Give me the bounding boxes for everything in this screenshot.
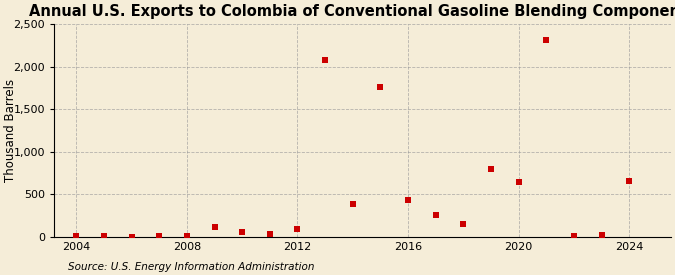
Point bbox=[375, 85, 386, 90]
Point bbox=[568, 234, 579, 239]
Title: Annual U.S. Exports to Colombia of Conventional Gasoline Blending Components: Annual U.S. Exports to Colombia of Conve… bbox=[29, 4, 675, 19]
Point bbox=[541, 38, 551, 42]
Point bbox=[209, 224, 220, 229]
Point bbox=[265, 232, 275, 236]
Point bbox=[596, 233, 607, 238]
Point bbox=[431, 213, 441, 217]
Point bbox=[403, 198, 414, 202]
Point bbox=[126, 234, 137, 239]
Point bbox=[624, 178, 634, 183]
Text: Source: U.S. Energy Information Administration: Source: U.S. Energy Information Administ… bbox=[68, 262, 314, 272]
Point bbox=[292, 227, 303, 231]
Y-axis label: Thousand Barrels: Thousand Barrels bbox=[4, 79, 17, 182]
Point bbox=[237, 230, 248, 235]
Point bbox=[154, 234, 165, 238]
Point bbox=[182, 234, 192, 238]
Point bbox=[486, 167, 497, 171]
Point bbox=[71, 234, 82, 239]
Point bbox=[99, 234, 109, 238]
Point bbox=[458, 221, 469, 226]
Point bbox=[320, 58, 331, 62]
Point bbox=[513, 179, 524, 184]
Point bbox=[348, 201, 358, 206]
